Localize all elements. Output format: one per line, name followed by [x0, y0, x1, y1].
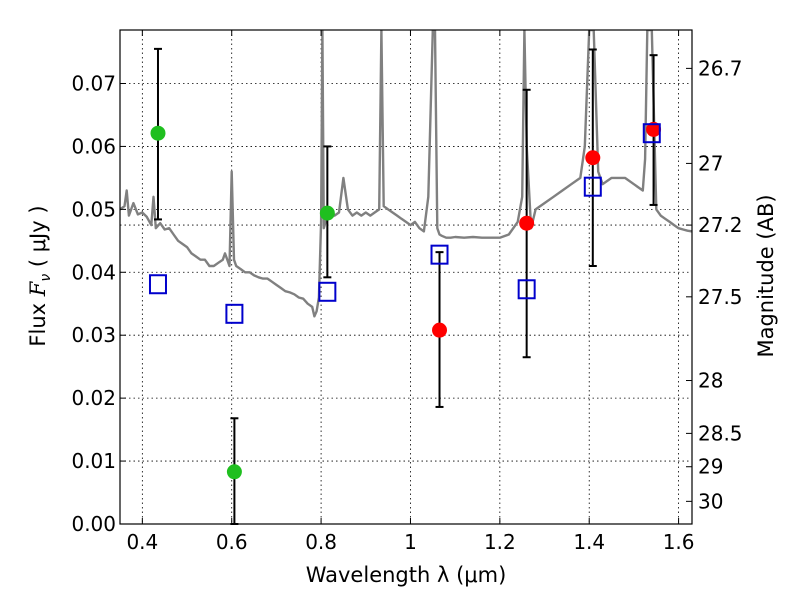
green-detections-point [150, 125, 166, 141]
green-detections-point [319, 205, 335, 221]
y-tick-label: 0.02 [71, 386, 116, 410]
y2-tick-label: 28 [698, 369, 723, 393]
red-detections-point [585, 150, 601, 166]
y-tick-label: 0.03 [71, 323, 116, 347]
axes-layer: 0.4 0.6 0.8 1 1.2 1.4 1.6 0.00 0.01 0.02 0.03 0.04 0… [71, 29, 743, 554]
y-tick-label: 0.06 [71, 134, 116, 158]
y-tick-label: 0.00 [71, 512, 116, 536]
x-tick-label: 1.6 [663, 530, 695, 554]
y2-tick-label: 28.5 [698, 421, 743, 445]
x-tick-label: 0.4 [126, 530, 158, 554]
model-photometry-point [430, 244, 449, 265]
y-tick-label: 0.05 [71, 197, 116, 221]
marker-layer [148, 121, 662, 480]
x-tick-label: 0.6 [216, 530, 248, 554]
y-tick-label: 0.04 [71, 260, 116, 284]
y-axis-title-prefix: Flux [26, 296, 50, 346]
spectrum-line [120, 30, 692, 318]
model-photometry-point [225, 303, 244, 324]
y2-tick-label: 26.7 [698, 56, 743, 80]
y2-tick-label: 27 [698, 151, 723, 175]
spectrum-layer [120, 30, 692, 318]
green-detections-point [226, 464, 242, 480]
grid [120, 30, 692, 525]
red-detections-point [519, 215, 535, 231]
model-photometry-point [583, 176, 602, 197]
errorbar-layer [153, 47, 658, 525]
red-detections-point [646, 121, 662, 137]
x-tick-label: 1.2 [484, 530, 516, 554]
model-photometry-point [148, 274, 167, 295]
y-tick-label: 0.01 [71, 449, 116, 473]
x-axis-title: Wavelength λ (μm) [306, 563, 507, 587]
y2-axis-title: Magnitude (AB) [754, 194, 778, 357]
red-detections-point [432, 322, 448, 338]
y-axis-title-subscript: ν [38, 274, 54, 282]
model-photometry-point [318, 281, 337, 302]
y-tick-label: 0.07 [71, 71, 116, 95]
y2-tick-label: 30 [698, 489, 723, 513]
x-tick-label: 0.8 [305, 530, 337, 554]
model-photometry-point [517, 279, 536, 300]
x-tick-label: 1 [404, 530, 417, 554]
y-axis-title-symbol: F [26, 280, 50, 297]
x-tick-label: 1.4 [573, 530, 605, 554]
y-axis-title: Flux Fν ( μJy ) [26, 205, 54, 346]
y-axis-title-unit: ( μJy ) [26, 205, 50, 273]
model-photometry-point [642, 123, 661, 144]
y2-tick-label: 27.5 [698, 285, 743, 309]
y2-tick-label: 29 [698, 455, 723, 479]
plot-frame [119, 29, 693, 525]
y2-tick-label: 27.2 [698, 213, 743, 237]
